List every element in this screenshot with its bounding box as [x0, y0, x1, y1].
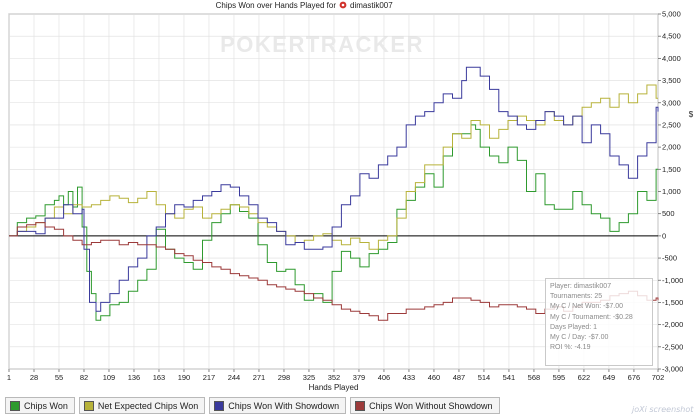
x-tick-label: 217	[203, 373, 216, 382]
screenshot-watermark: joXi screenshot	[632, 405, 694, 414]
legend-item-net-expected[interactable]: Net Expected Chips Won	[78, 397, 206, 414]
chart-title: Chips Won over Hands Played for	[216, 1, 337, 10]
legend-label: Net Expected Chips Won	[97, 400, 199, 411]
x-tick-label: 352	[328, 373, 341, 382]
legend-swatch-without-showdown	[355, 400, 366, 411]
x-tick-label: 163	[153, 373, 166, 382]
x-tick-label: 568	[528, 373, 541, 382]
x-tick-label: 433	[403, 373, 416, 382]
y-tick-label: 500	[662, 209, 675, 218]
legend-label: Chips Won	[24, 400, 68, 411]
legend-swatch-with-showdown	[214, 400, 225, 411]
y-tick-label: 2,500	[662, 120, 681, 129]
chart-title-player: dimastik007	[350, 1, 393, 10]
x-tick-label: 649	[603, 373, 616, 382]
stat-per-day: My C / Day: -$7.00	[550, 334, 609, 342]
x-tick-label: 702	[652, 373, 665, 382]
x-tick-label: 109	[103, 373, 116, 382]
legend-label: Chips Won Without Showdown	[369, 400, 493, 411]
y-tick-label: 5,000	[662, 10, 681, 19]
y-tick-label: -2,500	[662, 342, 683, 351]
legend-item-chips-won[interactable]: Chips Won	[5, 397, 75, 414]
pokertracker-watermark: POKERTRACKER	[220, 32, 424, 57]
stat-per-tournament: My C / Tournament: -$0.28	[550, 313, 633, 321]
stat-net-won: My C / Net Won: -$7.00	[550, 303, 624, 311]
x-axis-label: Hands Played	[309, 383, 359, 392]
x-tick-label: 136	[128, 373, 141, 382]
x-tick-label: 271	[253, 373, 266, 382]
stat-tournaments: Tournaments: 25	[550, 293, 603, 301]
x-tick-label: 298	[278, 373, 291, 382]
legend-label: Chips Won With Showdown	[228, 400, 340, 411]
y-tick-label: -1,500	[662, 298, 683, 307]
legend-swatch-net-expected	[83, 400, 94, 411]
x-tick-label: 541	[503, 373, 516, 382]
x-tick-label: 1	[7, 373, 11, 382]
x-tick-label: 244	[228, 373, 241, 382]
y-tick-label: -1,000	[662, 276, 683, 285]
x-tick-label: 676	[628, 373, 641, 382]
y-tick-label: 1,000	[662, 187, 681, 196]
stat-days-played: Days Played: 1	[550, 323, 598, 331]
y-tick-label: 0	[662, 231, 666, 240]
x-tick-label: 622	[578, 373, 591, 382]
x-tick-label: 55	[55, 373, 63, 382]
y-tick-label: 4,500	[662, 32, 681, 41]
x-tick-label: 28	[30, 373, 38, 382]
y-tick-label: 1,500	[662, 165, 681, 174]
x-tick-label: 487	[453, 373, 466, 382]
y-tick-label: 2,000	[662, 143, 681, 152]
x-tick-label: 406	[378, 373, 391, 382]
y-tick-label: 3,500	[662, 76, 681, 85]
y-tick-label: -3,000	[662, 365, 683, 374]
pokertracker-logo-icon-center	[341, 3, 345, 7]
x-tick-label: 514	[478, 373, 491, 382]
x-tick-label: 325	[303, 373, 316, 382]
y-axis-unit: $	[689, 110, 694, 119]
legend-item-without-showdown[interactable]: Chips Won Without Showdown	[350, 397, 500, 414]
y-tick-label: -500	[662, 254, 677, 263]
y-tick-label: 3,000	[662, 98, 681, 107]
player-stats-box: Player: dimastik007 Tournaments: 25 My C…	[545, 278, 653, 366]
x-tick-label: 460	[428, 373, 441, 382]
x-tick-label: 190	[178, 373, 191, 382]
x-tick-label: 379	[353, 373, 366, 382]
series-line-2	[9, 66, 659, 312]
stat-player: Player: dimastik007	[550, 283, 612, 290]
x-tick-label: 82	[80, 373, 88, 382]
y-tick-label: 4,000	[662, 54, 681, 63]
x-tick-label: 595	[553, 373, 566, 382]
y-tick-label: -2,000	[662, 320, 683, 329]
legend-item-with-showdown[interactable]: Chips Won With Showdown	[209, 397, 347, 414]
chart-legend: Chips Won Net Expected Chips Won Chips W…	[5, 397, 500, 415]
legend-swatch-chips-won	[10, 400, 20, 411]
stat-roi: ROI %: -4.19	[550, 344, 591, 352]
